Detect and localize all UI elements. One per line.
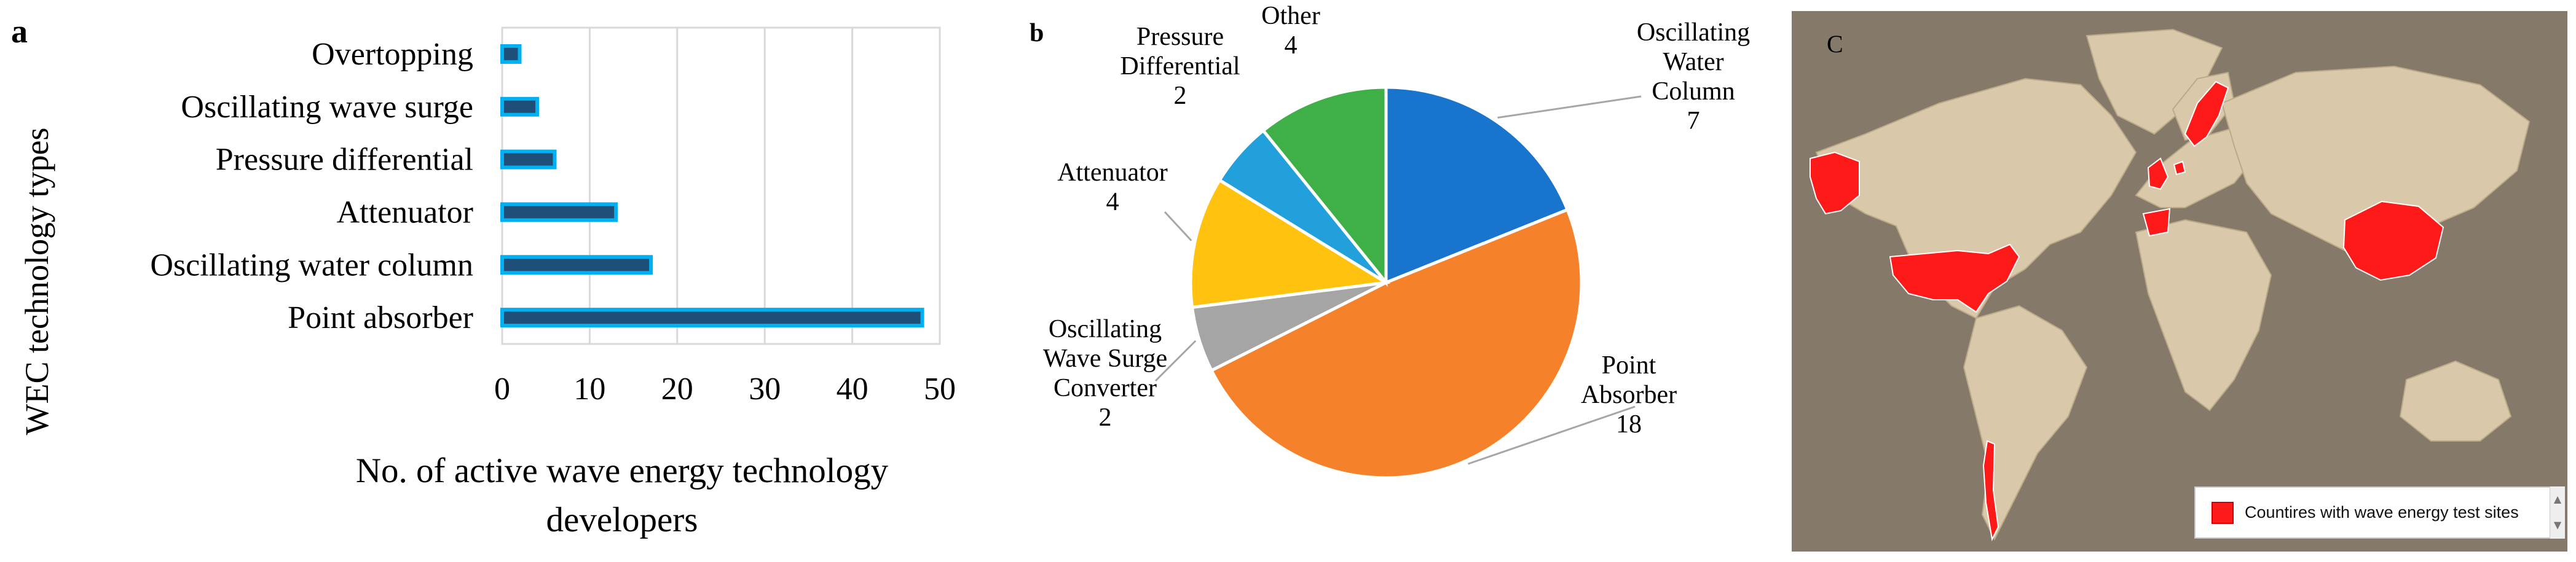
leader-line (1154, 340, 1197, 382)
slice-category-label: Water (1663, 48, 1723, 76)
map-canvas (1810, 28, 2531, 542)
category-label: Oscillating wave surge (181, 90, 473, 125)
land-masses (1815, 28, 2531, 541)
slice-value-label: 4 (1285, 31, 1298, 60)
bar (500, 149, 557, 170)
bar (500, 308, 924, 328)
x-tick-label: 10 (573, 372, 605, 407)
map-legend: Countires with wave energy test sites (2194, 486, 2556, 539)
pie-slice (1209, 208, 1583, 480)
country-uk-ireland (2147, 157, 2169, 190)
slice-value-label: 2 (1099, 404, 1112, 432)
slice-category-label: Converter (1054, 374, 1157, 402)
country-usa (1889, 243, 2020, 313)
slice-value-label: 2 (1174, 82, 1187, 110)
bar-chart: Point absorber Oscillating water column At… (18, 26, 956, 539)
x-axis-label-line-1: No. of active wave energy technology (356, 451, 889, 490)
x-axis-label-line-2: developers (546, 501, 698, 539)
land-africa (2135, 219, 2272, 412)
bar (500, 202, 618, 222)
slice-category-label: Column (1652, 77, 1735, 106)
land-north-america (1815, 77, 2137, 319)
country-denmark (2173, 160, 2186, 176)
highlighted-countries (1810, 80, 2444, 542)
category-label: Attenuator (337, 195, 473, 230)
x-tick-label: 40 (837, 372, 869, 407)
country-china (2342, 200, 2444, 281)
pie-slice (1261, 85, 1388, 287)
slice-value-label: 7 (1687, 107, 1700, 135)
pie-slice (1384, 85, 1570, 285)
legend-scrollbar[interactable]: ▲ ▼ (2550, 486, 2565, 539)
bar (500, 96, 539, 117)
category-label: Point absorber (288, 300, 473, 335)
legend-label: Countires with wave energy test sites (2245, 503, 2519, 521)
panel-letter-c: C (1827, 30, 1843, 58)
leader-line (1497, 95, 1642, 119)
pie-slice (1189, 178, 1391, 310)
panel-letter-a: a (11, 13, 28, 50)
land-australia (2399, 360, 2512, 442)
bar (500, 255, 653, 275)
country-iberia (2142, 208, 2171, 237)
scroll-up-arrow-icon[interactable]: ▲ (2553, 493, 2562, 505)
leader-line (1467, 405, 1636, 465)
category-label: Pressure differential (216, 142, 473, 178)
slice-category-label: Oscillating (1637, 18, 1750, 47)
slice-category-label: Attenuator (1057, 158, 1168, 187)
slice-category-label: Wave Surge (1043, 345, 1167, 373)
slice-category-label: Differential (1120, 52, 1240, 80)
country-norway-sweden (2184, 80, 2229, 147)
country-chile (1982, 440, 1999, 542)
panel-letter-b: b (1030, 19, 1044, 47)
scroll-down-arrow-icon[interactable]: ▼ (2553, 519, 2562, 531)
slice-category-label: Pressure (1136, 23, 1224, 51)
bar (500, 44, 522, 64)
slice-category-label: Point (1602, 351, 1656, 380)
plot-area (501, 26, 941, 345)
land-south-america (1963, 305, 2088, 541)
slice-category-label: Other (1261, 2, 1320, 30)
pie-chart: OscillatingWaterColumn7PointAbsorber18Os… (1043, 2, 1750, 480)
slice-value-label: 18 (1616, 410, 1642, 439)
x-tick-label: 0 (494, 372, 510, 407)
category-label: Overtopping (312, 37, 473, 72)
slice-value-label: 4 (1106, 188, 1119, 216)
y-axis-label: WEC technology types (18, 128, 55, 435)
leader-line (1164, 211, 1192, 241)
slice-category-label: Absorber (1581, 381, 1677, 409)
x-tick-label: 30 (749, 372, 781, 407)
x-tick-label: 20 (661, 372, 693, 407)
country-alaska (1810, 151, 1860, 215)
slice-category-label: Oscillating (1049, 315, 1162, 343)
legend-swatch (2212, 501, 2234, 524)
x-tick-label: 50 (924, 372, 956, 407)
category-label: Oscillating water column (150, 248, 473, 283)
world-map[interactable]: Countires with wave energy test sites ▲ … (1792, 11, 2567, 552)
